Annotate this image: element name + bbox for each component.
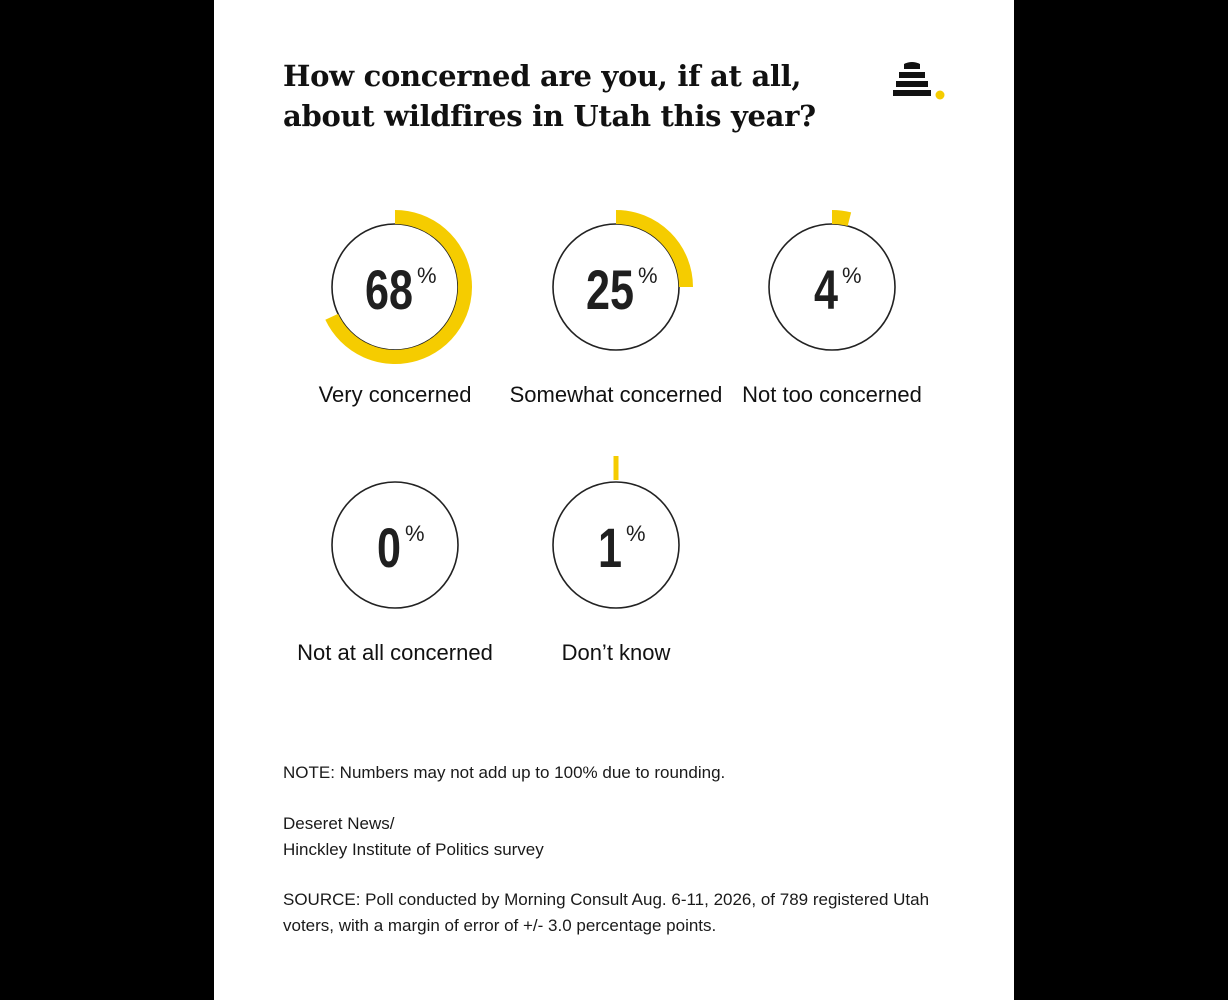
value-not-at-all-concerned: 0 <box>377 516 401 579</box>
value-not-too-concerned: 4 <box>814 258 838 321</box>
source-text: SOURCE: Poll conducted by Morning Consul… <box>283 890 930 935</box>
arc-very-concerned <box>325 210 472 364</box>
percent-sign-very-concerned: % <box>417 263 437 288</box>
note-text: NOTE: Numbers may not add up to 100% due… <box>283 763 726 782</box>
label-not-too-concerned: Not too concerned <box>742 382 922 407</box>
percent-sign-not-at-all-concerned: % <box>405 521 425 546</box>
percent-sign-not-too-concerned: % <box>842 263 862 288</box>
beehive-icon <box>893 62 945 100</box>
label-not-at-all-concerned: Not at all concerned <box>297 640 493 665</box>
label-very-concerned: Very concerned <box>319 382 472 407</box>
credit-line-2: Hinckley Institute of Politics survey <box>283 840 544 859</box>
ring-don-t-know <box>552 481 680 609</box>
arc-not-too-concerned <box>831 210 852 227</box>
credit-line-1: Deseret News/ <box>283 814 395 833</box>
value-very-concerned: 68 <box>365 258 413 321</box>
donut-chart: 68 % Very concerned 25 % Somewhat concerned 4%… <box>297 210 922 665</box>
chart-title: How concerned are you, if at all, about … <box>283 59 816 133</box>
percent-sign-somewhat-concerned: % <box>638 263 658 288</box>
percent-sign-don-t-know: % <box>626 521 646 546</box>
arc-somewhat-concerned <box>615 210 693 288</box>
value-somewhat-concerned: 25 <box>586 258 634 321</box>
value-don-t-know: 1 <box>598 516 622 579</box>
chart-card: How concerned are you, if at all, about … <box>214 0 1014 1000</box>
label-don-t-know: Don’t know <box>562 640 671 665</box>
label-somewhat-concerned: Somewhat concerned <box>510 382 723 407</box>
ring-not-at-all-concerned <box>331 481 459 609</box>
